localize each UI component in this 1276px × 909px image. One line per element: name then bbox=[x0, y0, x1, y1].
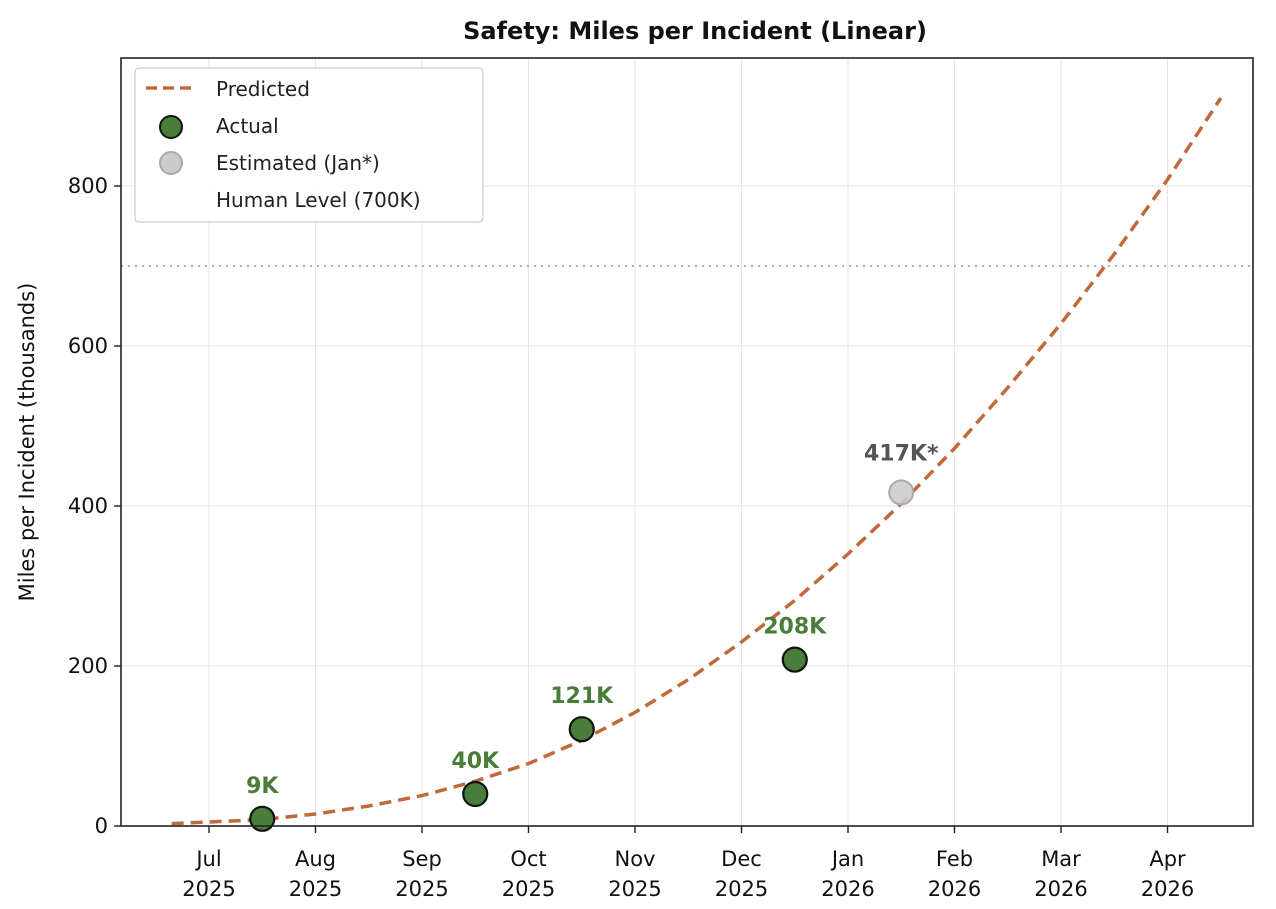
actual-point bbox=[568, 716, 595, 743]
actual-point-label: 121K bbox=[550, 684, 614, 709]
actual-point-label: 208K bbox=[763, 615, 827, 640]
x-tick-label: Dec bbox=[721, 847, 762, 871]
data-points-group bbox=[249, 479, 915, 832]
x-tick-label: Aug bbox=[295, 847, 336, 871]
x-tick-label-year: 2026 bbox=[1141, 877, 1194, 901]
actual-point-label: 9K bbox=[246, 774, 279, 799]
x-tick-label-year: 2025 bbox=[182, 877, 235, 901]
legend-estimated-swatch bbox=[159, 151, 183, 175]
plot-frame bbox=[120, 57, 1254, 827]
legend-human-level-label: Human Level (700K) bbox=[216, 188, 421, 212]
x-tick-label-year: 2025 bbox=[289, 877, 342, 901]
x-tick-label-year: 2026 bbox=[928, 877, 981, 901]
actual-point bbox=[249, 805, 276, 832]
y-axis-label: Miles per Incident (thousands) bbox=[15, 283, 39, 602]
predicted-curve-group bbox=[171, 97, 1223, 826]
x-tick-label: Jul bbox=[194, 847, 221, 871]
legend: Predicted Actual Estimated (Jan*) Human … bbox=[134, 67, 484, 223]
actual-point bbox=[781, 646, 808, 673]
legend-predicted-label: Predicted bbox=[216, 77, 310, 101]
x-tick-label: Apr bbox=[1149, 847, 1186, 871]
x-tick-label-year: 2025 bbox=[715, 877, 768, 901]
legend-box bbox=[134, 67, 484, 223]
y-tick-label: 800 bbox=[68, 174, 108, 198]
y-tick-label: 0 bbox=[95, 814, 108, 838]
x-tick-label-year: 2025 bbox=[608, 877, 661, 901]
predicted-curve bbox=[171, 97, 1223, 826]
x-tick-label-year: 2025 bbox=[395, 877, 448, 901]
actual-point bbox=[462, 780, 489, 808]
x-tick-label-year: 2026 bbox=[821, 877, 874, 901]
estimated-point bbox=[888, 479, 915, 506]
x-tick-label: Jan bbox=[830, 847, 864, 871]
x-tick-label: Sep bbox=[402, 847, 442, 871]
legend-estimated-label: Estimated (Jan*) bbox=[216, 151, 380, 175]
actual-point-label: 40K bbox=[451, 749, 500, 774]
legend-actual-label: Actual bbox=[216, 114, 279, 138]
x-tick-label: Mar bbox=[1041, 847, 1081, 871]
y-tick-label: 600 bbox=[68, 334, 108, 358]
annotations-group: 9K 40K 121K 208K 417K* bbox=[246, 441, 939, 798]
y-tick-label: 400 bbox=[68, 494, 108, 518]
x-tick-label: Feb bbox=[936, 847, 973, 871]
chart-title: Safety: Miles per Incident (Linear) bbox=[463, 17, 927, 45]
x-axis: Jul 2025 Aug 2025 Sep 2025 Oct 2025 Nov 2025 Dec 20… bbox=[182, 826, 1194, 901]
x-tick-label: Oct bbox=[510, 847, 546, 871]
y-tick-label: 200 bbox=[68, 654, 108, 678]
x-tick-label-year: 2025 bbox=[502, 877, 555, 901]
estimated-point-label: 417K* bbox=[864, 441, 939, 466]
legend-actual-swatch bbox=[159, 115, 183, 139]
x-tick-label: Nov bbox=[615, 847, 656, 871]
y-axis: 0 200 400 600 800 bbox=[68, 174, 121, 838]
x-tick-label-year: 2026 bbox=[1034, 877, 1087, 901]
